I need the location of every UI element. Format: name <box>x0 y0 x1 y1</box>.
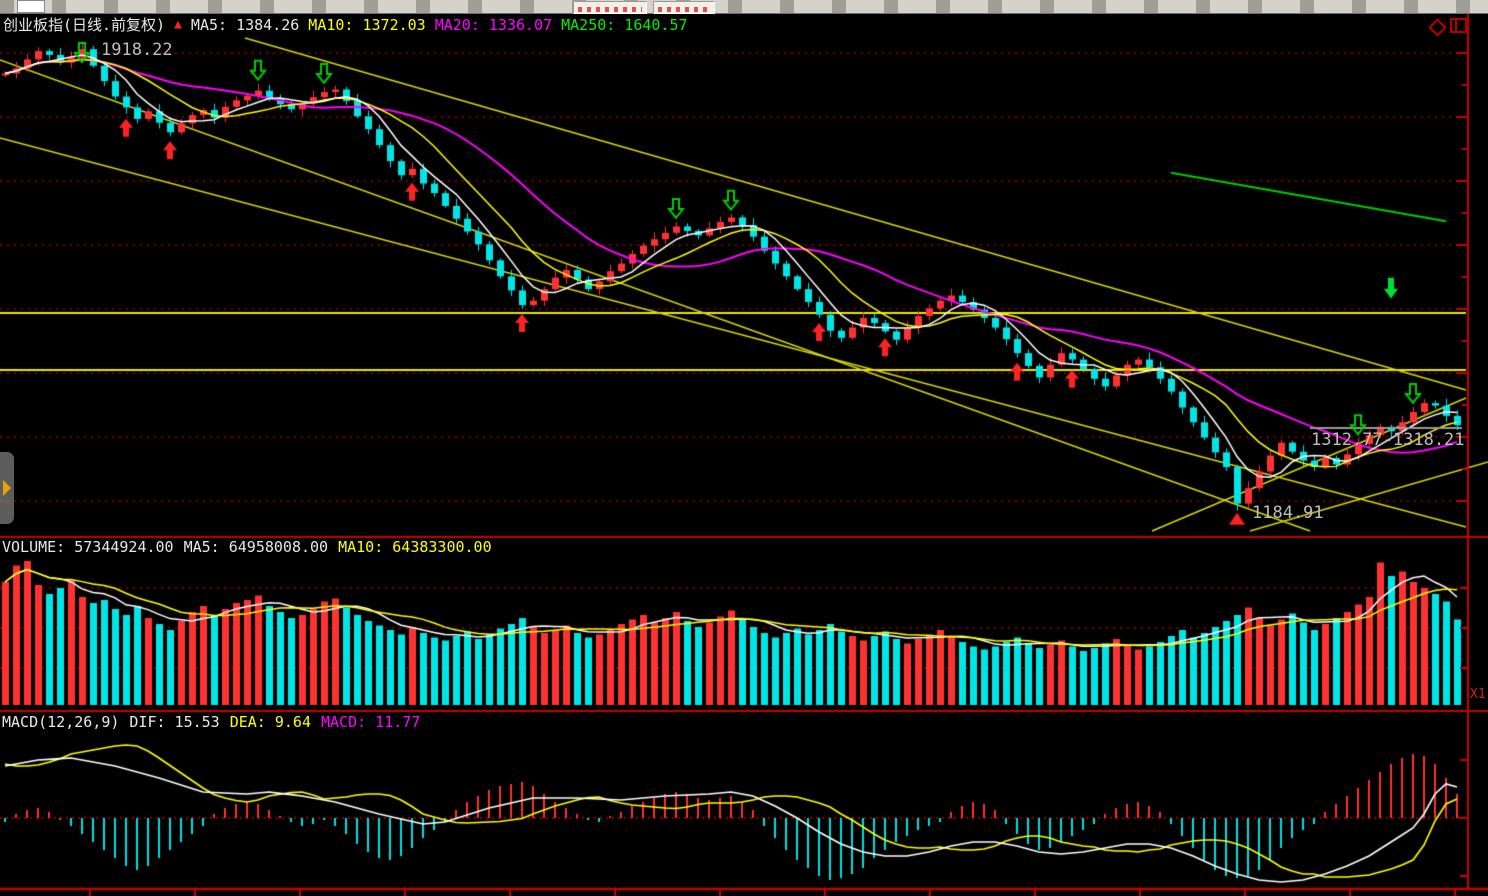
ma10-value: MA10: 1372.03 <box>308 15 426 34</box>
macd-name: MACD(12,26,9) <box>2 713 120 731</box>
ma20-value: MA20: 1336.07 <box>434 15 553 34</box>
volume-ma5-value: MA5: 64958008.00 <box>183 538 329 556</box>
range-price-label: 1312.77-1318.21 <box>1311 430 1465 450</box>
top-toolbar[interactable] <box>0 0 1488 14</box>
toolbar-change-box[interactable] <box>653 1 715 14</box>
expand-right-icon <box>3 480 11 496</box>
toolbar-price-box[interactable] <box>573 1 647 14</box>
volume-value: VOLUME: 57344924.00 <box>2 538 174 556</box>
macd-value: MACD: 11.77 <box>321 713 421 731</box>
volume-panel-header: VOLUME: 57344924.00 MA5: 64958008.00 MA1… <box>2 538 492 556</box>
restore-window-icon[interactable] <box>1450 18 1467 33</box>
toolbar-field[interactable] <box>17 0 45 13</box>
ma250-value: MA250: 1640.57 <box>561 15 688 34</box>
toolbar-change-text-cutoff <box>658 7 710 12</box>
left-panel-expander[interactable] <box>0 452 14 524</box>
restore-window-icon-divider <box>1455 20 1457 31</box>
dif-value: DIF: 15.53 <box>129 713 220 731</box>
instrument-title: 创业板指(日线.前复权) <box>3 16 166 34</box>
up-arrow-icon: ▲ <box>174 17 182 32</box>
ma5-value: MA5: 1384.26 <box>190 15 300 34</box>
dea-value: DEA: 9.64 <box>229 713 311 731</box>
macd-panel-header: MACD(12,26,9) DIF: 15.53 DEA: 9.64 MACD:… <box>2 713 420 731</box>
low-price-label: 1184.91 <box>1252 503 1324 523</box>
volume-ma10-value: MA10: 64383300.00 <box>338 538 492 556</box>
volume-scale-multiplier: X1 <box>1470 687 1486 702</box>
price-panel-header: 创业板指(日线.前复权) ▲ MA5: 1384.26 MA10: 1372.0… <box>3 14 688 35</box>
toolbar-price-text-cutoff <box>578 7 642 12</box>
high-price-label: 1918.22 <box>101 40 173 60</box>
